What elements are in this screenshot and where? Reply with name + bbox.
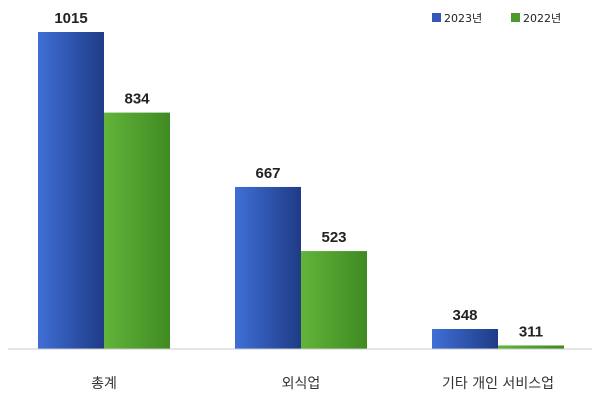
category-label-1: 외식업 <box>282 376 321 392</box>
bars-layer <box>38 32 564 349</box>
data-label-series1-1: 667 <box>255 165 280 182</box>
data-label-series2-0: 834 <box>124 91 150 108</box>
legend: 2023년 2022년 <box>432 12 561 25</box>
bar-series1-2 <box>432 329 498 349</box>
data-label-series2-2: 311 <box>519 323 543 340</box>
legend-swatch-series2 <box>511 13 520 22</box>
labels-layer: 1015 834 총계 667 523 외식업 348 311 기타 개인 서비스업 <box>54 10 554 392</box>
bar-series2-1 <box>301 251 367 349</box>
category-label-0: 총계 <box>91 376 117 392</box>
bar-series1-0 <box>38 32 104 349</box>
data-label-series1-2: 348 <box>452 307 477 324</box>
data-label-series1-0: 1015 <box>54 10 87 27</box>
bar-series1-1 <box>235 186 301 349</box>
category-label-2: 기타 개인 서비스업 <box>442 376 554 392</box>
data-label-series2-1: 523 <box>321 229 346 246</box>
legend-label-series2: 2022년 <box>523 12 561 25</box>
legend-label-series1: 2023년 <box>444 12 482 25</box>
bar-series2-2 <box>498 345 564 349</box>
bar-series2-0 <box>104 112 170 349</box>
legend-swatch-series1 <box>432 13 441 22</box>
